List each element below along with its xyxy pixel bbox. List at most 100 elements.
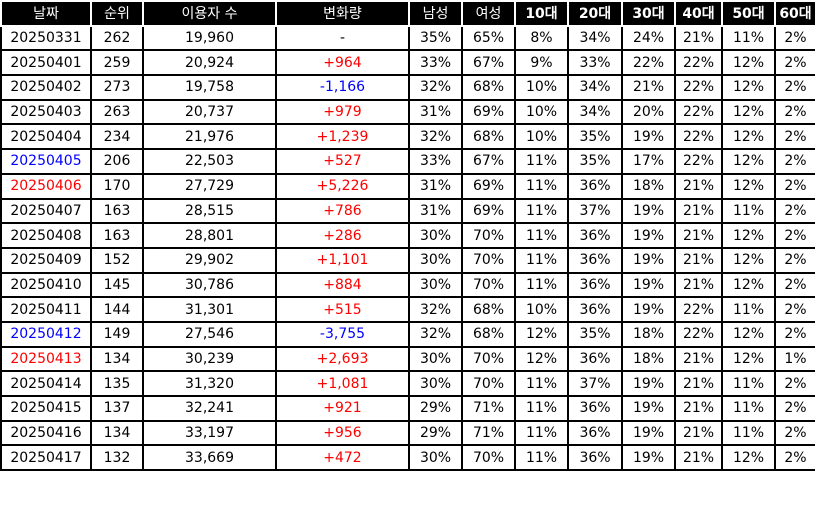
- header-date: 날짜: [0, 0, 92, 27]
- cell-age-60s: 2%: [774, 246, 815, 274]
- cell-age-10s: 11%: [514, 271, 569, 299]
- cell-change: +1,239: [275, 123, 410, 151]
- header-female: 여성: [461, 0, 516, 27]
- cell-male: 30%: [408, 444, 463, 472]
- cell-age-40s: 21%: [674, 222, 723, 249]
- cell-male: 31%: [408, 98, 463, 126]
- table-row: 20250402 273 19,758 -1,166 32% 68% 10% 34% 21% 22…: [0, 74, 815, 101]
- cell-age-50s: 12%: [721, 345, 776, 373]
- cell-male: 35%: [408, 24, 463, 52]
- cell-age-30s: 19%: [621, 395, 676, 422]
- cell-age-50s: 12%: [721, 123, 776, 151]
- cell-female: 68%: [461, 74, 516, 101]
- cell-age-20s: 33%: [567, 49, 623, 77]
- header-age-40s: 40대: [674, 0, 723, 27]
- cell-age-60s: 2%: [774, 24, 815, 52]
- cell-female: 68%: [461, 123, 516, 151]
- cell-age-30s: 20%: [621, 98, 676, 126]
- cell-rank: 137: [90, 395, 144, 422]
- cell-users: 27,546: [142, 320, 277, 348]
- cell-age-40s: 22%: [674, 123, 723, 151]
- cell-female: 69%: [461, 98, 516, 126]
- cell-change: +527: [275, 148, 410, 175]
- table-row: 20250410 145 30,786 +884 30% 70% 11% 36% 19% 21% 1…: [0, 271, 815, 299]
- cell-age-60s: 2%: [774, 123, 815, 151]
- cell-age-50s: 11%: [721, 419, 776, 447]
- cell-age-60s: 2%: [774, 419, 815, 447]
- cell-users: 22,503: [142, 148, 277, 175]
- cell-date: 20250412: [0, 320, 92, 348]
- cell-age-20s: 36%: [567, 296, 623, 323]
- cell-female: 68%: [461, 296, 516, 323]
- cell-users: 31,301: [142, 296, 277, 323]
- cell-age-10s: 11%: [514, 246, 569, 274]
- cell-age-40s: 22%: [674, 49, 723, 77]
- cell-age-10s: 11%: [514, 419, 569, 447]
- cell-age-40s: 21%: [674, 24, 723, 52]
- cell-age-20s: 34%: [567, 98, 623, 126]
- cell-rank: 135: [90, 370, 144, 397]
- table-row: 20250404 234 21,976 +1,239 32% 68% 10% 35% 19% 22…: [0, 123, 815, 151]
- cell-age-10s: 12%: [514, 345, 569, 373]
- cell-rank: 163: [90, 197, 144, 225]
- cell-age-50s: 11%: [721, 296, 776, 323]
- cell-users: 30,239: [142, 345, 277, 373]
- cell-age-50s: 11%: [721, 197, 776, 225]
- cell-female: 70%: [461, 222, 516, 249]
- cell-female: 71%: [461, 419, 516, 447]
- cell-age-30s: 17%: [621, 148, 676, 175]
- cell-age-30s: 18%: [621, 320, 676, 348]
- cell-age-60s: 1%: [774, 345, 815, 373]
- cell-rank: 263: [90, 98, 144, 126]
- cell-age-40s: 21%: [674, 370, 723, 397]
- cell-age-50s: 12%: [721, 222, 776, 249]
- cell-age-20s: 36%: [567, 345, 623, 373]
- cell-age-40s: 21%: [674, 395, 723, 422]
- cell-rank: 273: [90, 74, 144, 101]
- table-row: 20250406 170 27,729 +5,226 31% 69% 11% 36% 18% 21…: [0, 172, 815, 200]
- table-row: 20250408 163 28,801 +286 30% 70% 11% 36% 19% 21% 1…: [0, 222, 815, 249]
- cell-age-20s: 34%: [567, 24, 623, 52]
- cell-date: 20250415: [0, 395, 92, 422]
- table-body: 20250331 262 19,960-35% 65% 8% 34% 24% 21% 11% 2%…: [0, 24, 815, 472]
- cell-age-50s: 12%: [721, 172, 776, 200]
- cell-female: 70%: [461, 271, 516, 299]
- cell-female: 70%: [461, 345, 516, 373]
- cell-age-30s: 19%: [621, 246, 676, 274]
- cell-age-20s: 36%: [567, 246, 623, 274]
- header-users: 이용자 수: [142, 0, 277, 27]
- cell-age-10s: 10%: [514, 123, 569, 151]
- cell-male: 31%: [408, 197, 463, 225]
- cell-age-50s: 12%: [721, 74, 776, 101]
- cell-change: +1,101: [275, 246, 410, 274]
- cell-change: +2,693: [275, 345, 410, 373]
- cell-change: +964: [275, 49, 410, 77]
- cell-date: 20250413: [0, 345, 92, 373]
- cell-date: 20250417: [0, 444, 92, 472]
- cell-age-40s: 21%: [674, 172, 723, 200]
- cell-rank: 134: [90, 419, 144, 447]
- header-age-60s: 60대: [774, 0, 815, 27]
- cell-female: 65%: [461, 24, 516, 52]
- cell-male: 29%: [408, 395, 463, 422]
- cell-age-40s: 22%: [674, 98, 723, 126]
- cell-female: 71%: [461, 395, 516, 422]
- table-row: 20250417 132 33,669 +472 30% 70% 11% 36% 19% 21% 1…: [0, 444, 815, 472]
- table-row: 20250415 137 32,241 +921 29% 71% 11% 36% 19% 21% 1…: [0, 395, 815, 422]
- cell-age-50s: 11%: [721, 24, 776, 52]
- cell-age-50s: 12%: [721, 271, 776, 299]
- cell-users: 28,801: [142, 222, 277, 249]
- cell-age-40s: 22%: [674, 74, 723, 101]
- cell-age-60s: 2%: [774, 370, 815, 397]
- cell-change: +5,226: [275, 172, 410, 200]
- header-rank: 순위: [90, 0, 144, 27]
- cell-age-60s: 2%: [774, 148, 815, 175]
- cell-date: 20250416: [0, 419, 92, 447]
- cell-female: 67%: [461, 49, 516, 77]
- table-row: 20250407 163 28,515 +786 31% 69% 11% 37% 19% 21% 1…: [0, 197, 815, 225]
- cell-age-40s: 21%: [674, 246, 723, 274]
- cell-users: 21,976: [142, 123, 277, 151]
- cell-users: 27,729: [142, 172, 277, 200]
- cell-female: 67%: [461, 148, 516, 175]
- cell-age-20s: 34%: [567, 74, 623, 101]
